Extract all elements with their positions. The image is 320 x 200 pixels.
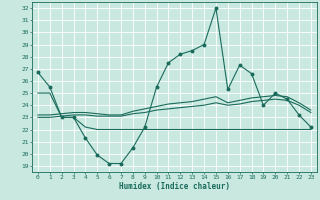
X-axis label: Humidex (Indice chaleur): Humidex (Indice chaleur) [119,182,230,191]
